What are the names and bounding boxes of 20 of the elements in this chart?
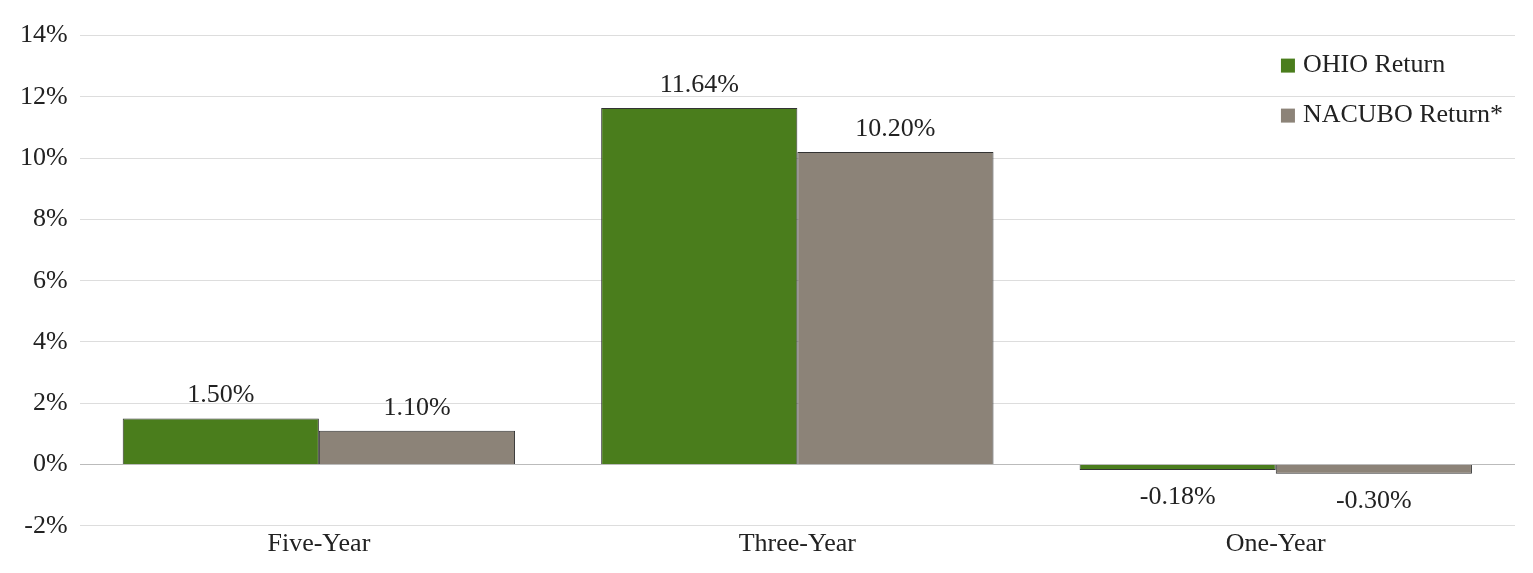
y-tick-label: 0% <box>32 448 68 478</box>
y-tick-label: 14% <box>19 19 68 49</box>
x-tick-label: Five-Year <box>267 528 371 558</box>
legend-label: NACUBO Return* <box>1302 99 1504 129</box>
data-label: 11.64% <box>659 68 739 98</box>
y-tick-label: 10% <box>19 141 68 171</box>
x-tick-label: Three-Year <box>738 528 857 558</box>
y-tick-label: 6% <box>32 264 68 294</box>
data-label: 1.10% <box>383 391 451 421</box>
data-label: 10.20% <box>855 112 936 142</box>
x-tick-label: One-Year <box>1225 528 1327 558</box>
legend-label: OHIO Return <box>1302 49 1446 79</box>
y-tick-label: 4% <box>32 325 68 355</box>
y-tick-label: 2% <box>32 387 68 417</box>
data-label: 1.50% <box>187 379 255 409</box>
y-tick-label: 8% <box>32 203 68 233</box>
y-tick-label: -2% <box>24 509 68 539</box>
data-label: -0.18% <box>1139 480 1216 510</box>
y-tick-label: 12% <box>19 80 68 110</box>
data-label: -0.30% <box>1335 484 1412 514</box>
